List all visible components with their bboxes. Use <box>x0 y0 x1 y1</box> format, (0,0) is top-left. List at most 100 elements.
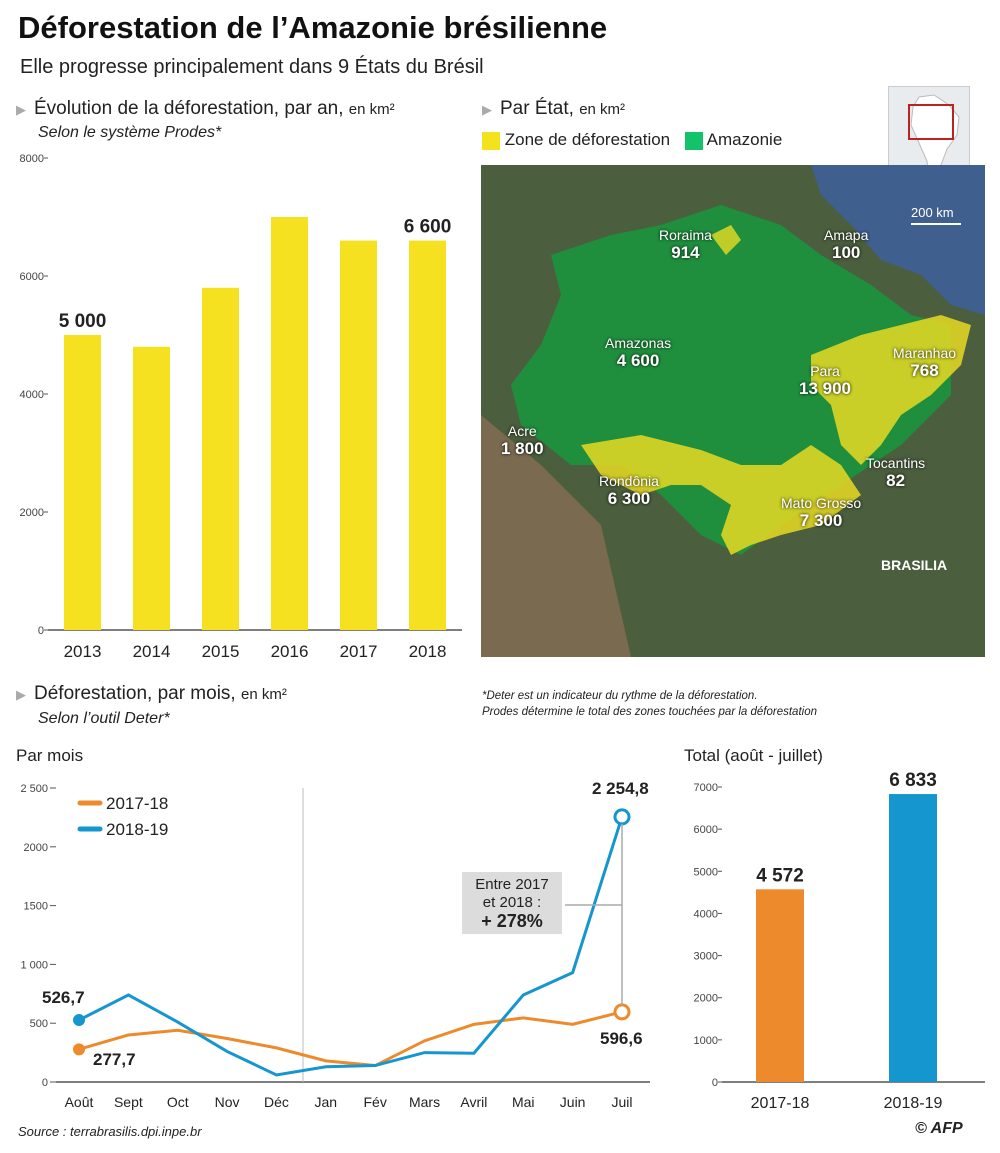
callout-value: + 278% <box>481 911 543 931</box>
state-value: 82 <box>886 471 906 490</box>
triangle-icon: ▶ <box>16 102 26 117</box>
bar <box>64 335 101 630</box>
state-name: Rondônia <box>599 473 659 489</box>
triangle-icon: ▶ <box>482 102 492 117</box>
callout-line-1: Entre 2017 <box>475 876 549 893</box>
callout-box: Entre 2017 et 2018 : + 278% <box>462 872 562 934</box>
state-label: Amazonas 4 600 <box>605 335 671 371</box>
footnote-line-1: *Deter est un indicateur du rythme de la… <box>482 690 758 702</box>
x-tick-label: Mai <box>512 1094 535 1110</box>
monthly-heading-text: Déforestation, par mois, <box>34 683 236 704</box>
x-tick-label: Nov <box>215 1094 240 1110</box>
bar <box>409 240 446 630</box>
map-legend: Zone de déforestation Amazonie <box>482 130 782 150</box>
annual-unit: en km² <box>348 101 395 118</box>
x-tick-label: 2014 <box>133 642 171 661</box>
footnote: *Deter est un indicateur du rythme de la… <box>482 688 817 720</box>
y-tick-label: 4000 <box>20 389 44 401</box>
scale-label: 200 km <box>911 205 954 220</box>
end-point <box>613 808 631 826</box>
afp-logo: © AFP <box>915 1120 963 1137</box>
series-line <box>78 816 624 1077</box>
annual-bar-chart: 0 2000 4000 6000 8000 2013 5 000 2014 2015 2016 20… <box>20 153 462 661</box>
legend-label: 2018-19 <box>106 820 168 839</box>
bar <box>756 889 804 1082</box>
state-value: 768 <box>910 361 939 380</box>
state-name: Acre <box>507 423 537 439</box>
bar-value-label: 6 833 <box>889 770 937 791</box>
y-tick-label: 3000 <box>694 951 718 963</box>
x-tick-label: Juin <box>560 1094 586 1110</box>
legend-swatch-deforestation <box>482 131 500 150</box>
x-tick-label: 2018-19 <box>884 1095 943 1112</box>
bar <box>271 217 308 630</box>
state-value: 13 900 <box>799 379 851 398</box>
point-label-start-2018: 526,7 <box>42 988 85 1007</box>
bar-value-label: 4 572 <box>756 865 804 886</box>
bar <box>133 346 170 630</box>
y-tick-label: 0 <box>38 625 44 637</box>
x-tick-label: 2016 <box>271 642 309 661</box>
y-tick-label: 1500 <box>24 901 48 913</box>
state-value: 4 600 <box>616 351 660 370</box>
x-tick-label: Sept <box>114 1094 143 1110</box>
capital-label: BRASILIA <box>881 557 948 573</box>
y-tick-label: 2000 <box>24 842 48 854</box>
x-tick-label: Oct <box>167 1094 189 1110</box>
legend-label: 2017-18 <box>106 794 168 813</box>
y-tick-label: 2000 <box>20 507 44 519</box>
andes-area <box>481 415 631 657</box>
scale-line <box>911 223 961 225</box>
page-subtitle: Elle progresse principalement dans 9 Éta… <box>20 56 484 78</box>
callout-line-2: et 2018 : <box>482 894 542 911</box>
state-label: Rondônia 6 300 <box>599 473 659 509</box>
state-value: 1 800 <box>501 439 544 458</box>
legend-label-deforestation: Zone de déforestation <box>504 130 671 149</box>
bar-value-label: 6 600 <box>404 217 452 238</box>
y-tick-label: 0 <box>42 1077 48 1089</box>
x-tick-label: Mars <box>409 1094 440 1110</box>
x-tick-label: Fév <box>364 1094 387 1110</box>
start-point <box>73 1043 85 1056</box>
monthly-heading: ▶ Déforestation, par mois, en km² <box>16 683 287 705</box>
x-tick-label: Déc <box>264 1094 289 1110</box>
x-tick-label: 2017 <box>340 642 378 661</box>
y-tick-label: 5000 <box>694 866 718 878</box>
state-label: Roraima 914 <box>659 227 712 263</box>
state-name: Roraima <box>659 227 712 243</box>
y-tick-label: 8000 <box>20 153 44 165</box>
bar <box>202 287 239 630</box>
annual-heading: ▶ Évolution de la déforestation, par an, … <box>16 98 395 120</box>
bar <box>340 240 377 630</box>
y-tick-label: 2 500 <box>20 783 48 795</box>
state-value: 914 <box>671 243 700 262</box>
y-tick-label: 2000 <box>694 993 718 1005</box>
y-tick-label: 6000 <box>694 824 718 836</box>
annual-heading-text: Évolution de la déforestation, par an, <box>34 98 344 119</box>
legend-label-amazon: Amazonie <box>706 130 783 149</box>
per-month-label: Par mois <box>16 746 84 765</box>
state-value: 100 <box>831 243 861 262</box>
x-tick-label: 2015 <box>202 642 240 661</box>
map-heading: ▶ Par État, en km² <box>482 98 625 120</box>
y-tick-label: 0 <box>712 1077 718 1089</box>
y-tick-label: 4000 <box>694 908 718 920</box>
end-point <box>613 1003 631 1021</box>
bar-value-label: 5 000 <box>59 311 107 332</box>
x-tick-label: Jan <box>315 1094 338 1110</box>
x-tick-label: Avril <box>460 1094 487 1110</box>
state-label: Para 13 900 <box>799 363 851 399</box>
ocean-area <box>811 165 985 315</box>
point-label-start-2017: 277,7 <box>93 1050 136 1069</box>
scale-bar: 200 km <box>911 205 961 225</box>
map-heading-text: Par État, <box>500 98 574 119</box>
state-label: Mato Grosso 7 300 <box>781 495 861 531</box>
y-tick-label: 1000 <box>694 1035 718 1047</box>
start-point <box>73 1014 85 1027</box>
amazon-map: 200 km Roraima 914 Amapa 100 Amazonas 4 600 Pa… <box>481 165 985 657</box>
source-line: Source : terrabrasilis.dpi.inpe.br <box>18 1124 202 1139</box>
total-label: Total (août - juillet) <box>684 746 823 765</box>
state-label: Amapa 100 <box>824 227 868 263</box>
deforestation-roraima <box>711 225 741 255</box>
page-title: Déforestation de l’Amazonie brésilienne <box>18 10 608 45</box>
